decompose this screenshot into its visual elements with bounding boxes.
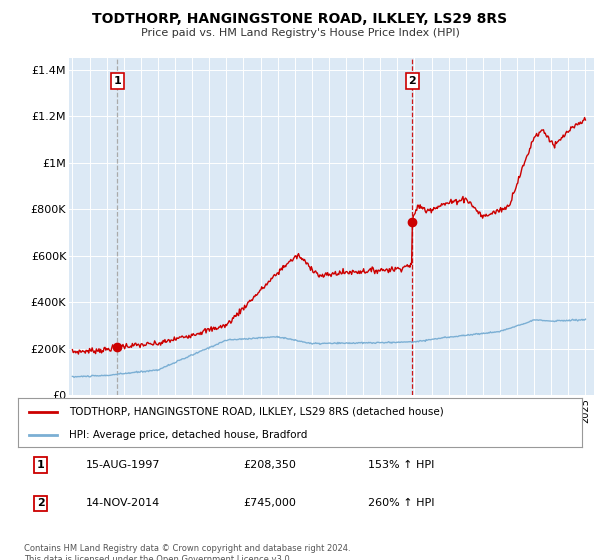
Text: 1: 1: [37, 460, 44, 470]
Text: 14-NOV-2014: 14-NOV-2014: [86, 498, 160, 508]
Text: £745,000: £745,000: [244, 498, 296, 508]
Text: £208,350: £208,350: [244, 460, 296, 470]
Text: 260% ↑ HPI: 260% ↑ HPI: [368, 498, 434, 508]
Text: Price paid vs. HM Land Registry's House Price Index (HPI): Price paid vs. HM Land Registry's House …: [140, 28, 460, 38]
Text: This data is licensed under the Open Government Licence v3.0.: This data is licensed under the Open Gov…: [24, 555, 292, 560]
Text: TODTHORP, HANGINGSTONE ROAD, ILKLEY, LS29 8RS (detached house): TODTHORP, HANGINGSTONE ROAD, ILKLEY, LS2…: [69, 407, 443, 417]
Text: 2: 2: [409, 76, 416, 86]
Text: TODTHORP, HANGINGSTONE ROAD, ILKLEY, LS29 8RS: TODTHORP, HANGINGSTONE ROAD, ILKLEY, LS2…: [92, 12, 508, 26]
Text: 1: 1: [113, 76, 121, 86]
Text: 153% ↑ HPI: 153% ↑ HPI: [368, 460, 434, 470]
Text: Contains HM Land Registry data © Crown copyright and database right 2024.: Contains HM Land Registry data © Crown c…: [24, 544, 350, 553]
Text: 15-AUG-1997: 15-AUG-1997: [86, 460, 160, 470]
Text: HPI: Average price, detached house, Bradford: HPI: Average price, detached house, Brad…: [69, 430, 307, 440]
Text: 2: 2: [37, 498, 44, 508]
